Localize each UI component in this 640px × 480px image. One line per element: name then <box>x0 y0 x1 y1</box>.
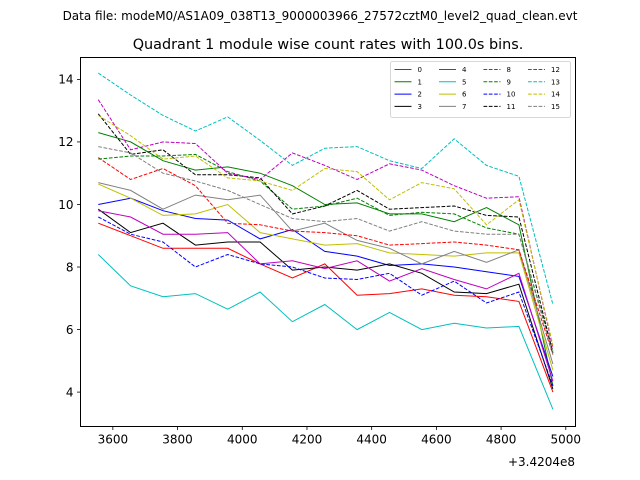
y-tick-label: 12 <box>58 135 73 149</box>
y-axis: 4 6 8 10 12 14 <box>58 73 81 399</box>
x-tick-label: 3800 <box>162 433 193 447</box>
series-line-3 <box>98 208 554 390</box>
x-tick-label: 3600 <box>98 433 129 447</box>
legend-label-4: 4 <box>462 66 467 74</box>
series-line-14 <box>98 114 554 346</box>
series-line-6 <box>98 183 554 371</box>
x-tick-label: 4200 <box>292 433 323 447</box>
legend-label-3: 3 <box>418 103 422 111</box>
series-line-7 <box>98 182 554 365</box>
file-suptitle: Data file: modeM0/AS1A09_038T13_90000039… <box>63 9 578 23</box>
x-tick-label: 5000 <box>551 433 582 447</box>
y-tick-label: 8 <box>66 260 74 274</box>
series-line-13 <box>98 72 554 305</box>
legend-label-6: 6 <box>462 91 467 99</box>
legend-label-5: 5 <box>462 78 466 86</box>
legend-label-7: 7 <box>462 103 466 111</box>
legend-label-9: 9 <box>507 78 511 86</box>
legend-label-1: 1 <box>418 78 422 86</box>
series-line-12 <box>97 99 554 349</box>
series-line-15 <box>98 146 554 355</box>
legend-label-11: 11 <box>507 103 516 111</box>
x-axis: 3600 3800 4000 4200 4400 4600 4800 5000 <box>98 426 582 447</box>
legend-label-0: 0 <box>418 66 422 74</box>
series-line-10 <box>98 216 554 386</box>
series-line-8 <box>98 157 554 355</box>
y-tick-label: 14 <box>58 73 73 87</box>
legend-label-8: 8 <box>507 66 511 74</box>
chart-title: Quadrant 1 module wise count rates with … <box>133 37 524 53</box>
x-offset-label: +3.4204e8 <box>508 455 575 469</box>
legend-label-2: 2 <box>418 91 422 99</box>
legend-box <box>390 61 571 118</box>
x-tick-label: 4400 <box>356 433 387 447</box>
y-tick-label: 10 <box>58 198 73 212</box>
x-tick-label: 4800 <box>486 433 517 447</box>
legend-label-10: 10 <box>507 91 516 99</box>
y-tick-label: 4 <box>66 385 74 399</box>
series-line-9 <box>98 153 554 352</box>
legend-label-14: 14 <box>551 91 560 99</box>
plot-area <box>97 72 554 410</box>
x-tick-label: 4000 <box>227 433 258 447</box>
legend-label-12: 12 <box>551 66 560 74</box>
legend-label-13: 13 <box>551 78 560 86</box>
legend-label-15: 15 <box>551 103 560 111</box>
y-tick-label: 6 <box>66 323 74 337</box>
series-line-0 <box>98 222 554 393</box>
x-tick-label: 4600 <box>421 433 452 447</box>
axes-frame <box>80 57 576 427</box>
series-line-4 <box>98 210 554 382</box>
series-line-2 <box>98 197 554 377</box>
series-line-5 <box>97 254 554 410</box>
